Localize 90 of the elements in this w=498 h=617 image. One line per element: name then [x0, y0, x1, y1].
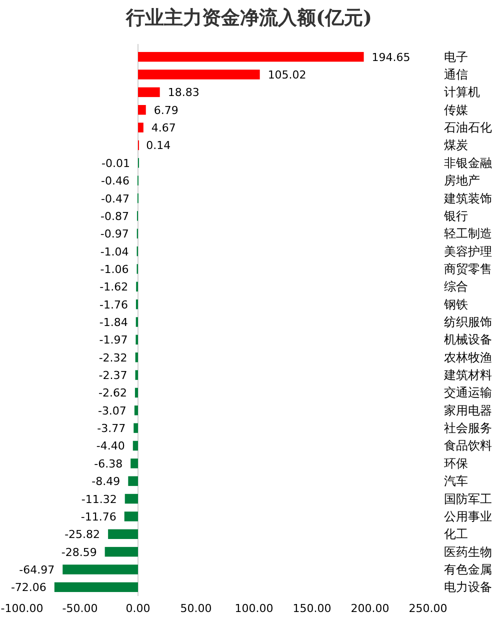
data-label: -0.46 — [101, 174, 130, 188]
y-tick-label: 非银金融 — [444, 156, 492, 170]
x-tick-label: -100.00 — [0, 602, 44, 615]
data-label: -3.07 — [98, 404, 126, 418]
data-label: -0.97 — [100, 228, 129, 241]
data-label: 18.83 — [168, 86, 200, 100]
x-tick-label: 100.00 — [234, 602, 274, 615]
y-tick-label: 医药生物 — [444, 544, 492, 559]
data-label: -3.77 — [97, 422, 126, 436]
y-tick-label: 传媒 — [444, 102, 468, 117]
bar — [108, 529, 138, 539]
data-label: -11.76 — [80, 510, 116, 524]
y-tick-label: 轻工制造 — [444, 226, 492, 241]
y-tick-label: 通信 — [444, 68, 468, 82]
y-tick-label: 美容护理 — [444, 244, 492, 258]
data-label: -1.06 — [100, 262, 129, 276]
data-label: 6.79 — [154, 104, 178, 117]
y-tick-label: 机械设备 — [444, 332, 492, 347]
data-label: -1.76 — [99, 298, 128, 312]
data-label: -0.01 — [102, 156, 130, 170]
y-tick-label: 石油石化 — [444, 120, 492, 135]
bar — [130, 458, 138, 468]
y-tick-label: 电子 — [444, 50, 468, 64]
y-tick-label: 计算机 — [444, 85, 480, 100]
y-tick-label: 有色金属 — [444, 562, 492, 576]
y-tick-label: 家用电器 — [444, 403, 492, 418]
x-tick-label: 250.00 — [408, 602, 448, 615]
y-tick-label: 综合 — [444, 280, 468, 294]
bar — [135, 352, 138, 362]
y-tick-label: 电力设备 — [444, 580, 492, 594]
data-label: -2.62 — [98, 386, 127, 400]
data-label: -72.06 — [10, 581, 46, 594]
bar — [134, 406, 138, 416]
bar — [135, 370, 138, 380]
y-tick-label: 汽车 — [444, 474, 468, 488]
data-label: 105.02 — [268, 68, 306, 82]
x-tick-label: 50.00 — [180, 602, 212, 615]
data-label: -64.97 — [19, 563, 55, 576]
x-tick-label: -50.00 — [62, 602, 98, 615]
data-label: -11.32 — [81, 492, 117, 506]
bar — [138, 105, 146, 115]
y-tick-label: 建筑装饰 — [443, 191, 492, 206]
y-tick-label: 公用事业 — [444, 509, 492, 524]
data-label: -2.37 — [98, 369, 128, 382]
y-tick-label: 房地产 — [444, 174, 480, 188]
data-label: -6.38 — [94, 457, 123, 470]
bar — [132, 440, 138, 451]
x-tick-label: 200.00 — [350, 602, 390, 615]
bar — [128, 476, 138, 486]
bar — [138, 87, 160, 98]
y-tick-label: 建筑材料 — [443, 368, 492, 382]
bar — [62, 564, 138, 574]
bar — [134, 423, 138, 433]
y-tick-label: 食品饮料 — [444, 438, 492, 453]
data-label: -4.40 — [96, 440, 125, 453]
x-tick-label: 150.00 — [292, 602, 332, 615]
bar — [138, 122, 144, 132]
data-label: -28.59 — [61, 546, 97, 559]
y-tick-label: 农林牧渔 — [444, 350, 492, 364]
y-tick-label: 化工 — [444, 527, 468, 542]
data-label: -1.62 — [100, 280, 128, 294]
bar — [124, 512, 138, 522]
y-tick-label: 交通运输 — [444, 386, 492, 400]
data-label: -2.32 — [98, 351, 128, 364]
data-label: -0.87 — [100, 210, 129, 223]
y-tick-label: 银行 — [443, 208, 468, 223]
y-tick-label: 纺织服饰 — [444, 315, 492, 329]
data-label: -1.97 — [99, 334, 128, 347]
y-tick-label: 煤炭 — [444, 138, 468, 152]
data-label: 194.65 — [372, 50, 410, 64]
bar — [138, 52, 364, 62]
data-label: -25.82 — [64, 528, 100, 542]
data-label: -8.49 — [92, 475, 120, 488]
y-tick-label: 商贸零售 — [444, 262, 492, 276]
y-tick-label: 环保 — [444, 456, 468, 470]
data-label: 4.67 — [151, 122, 176, 135]
data-label: -1.04 — [100, 245, 129, 258]
bar — [54, 582, 138, 592]
y-tick-label: 社会服务 — [444, 421, 492, 436]
bar — [134, 388, 138, 398]
data-label: 0.14 — [146, 139, 171, 152]
y-tick-label: 钢铁 — [443, 297, 468, 312]
y-tick-label: 国防军工 — [444, 492, 492, 506]
data-label: -1.84 — [99, 316, 128, 329]
bar — [104, 546, 138, 557]
bar — [124, 494, 138, 504]
data-label: -0.47 — [100, 192, 130, 206]
chart-title: 行业主力资金净流入额(亿元) — [125, 7, 372, 29]
x-tick-label: 0.00 — [126, 602, 150, 615]
bar — [138, 70, 260, 80]
